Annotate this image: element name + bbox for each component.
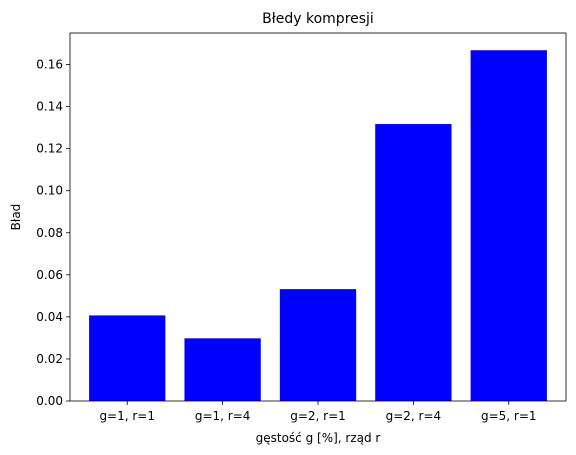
y-tick-label-8: 0.16 [36,58,63,72]
bars-group [89,50,547,402]
x-tick-label-2: g=2, r=1 [290,409,346,423]
y-tick-label-0: 0.00 [36,394,63,408]
y-axis: 0.00 0.02 0.04 0.06 0.08 0.10 0.12 0.14 0.16 [36,58,70,408]
x-axis-label: gęstość g [%], rząd r [256,431,381,445]
bar-0 [89,315,166,401]
x-tick-label-1: g=1, r=4 [195,409,251,423]
y-axis-label: Bład [9,204,23,231]
y-tick-label-7: 0.14 [36,100,63,114]
x-axis: g=1, r=1 g=1, r=4 g=2, r=1 g=2, r=4 g=5, r=1 [99,401,537,423]
bar-2 [279,289,357,401]
plot-frame [69,32,567,402]
y-tick-label-2: 0.04 [36,310,63,324]
bar-3 [375,124,452,402]
y-tick-label-6: 0.12 [36,142,63,156]
x-tick-label-4: g=5, r=1 [481,409,537,423]
y-tick-label-4: 0.08 [36,226,63,240]
bar-1 [184,338,261,401]
x-tick-label-3: g=2, r=4 [386,409,442,423]
y-tick-label-5: 0.10 [36,184,63,198]
y-tick-label-1: 0.02 [36,352,63,366]
y-tick-label-3: 0.06 [36,268,63,282]
chart-title: Błedy kompresji [262,11,374,27]
x-tick-label-0: g=1, r=1 [99,409,155,423]
bar-4 [470,50,547,402]
